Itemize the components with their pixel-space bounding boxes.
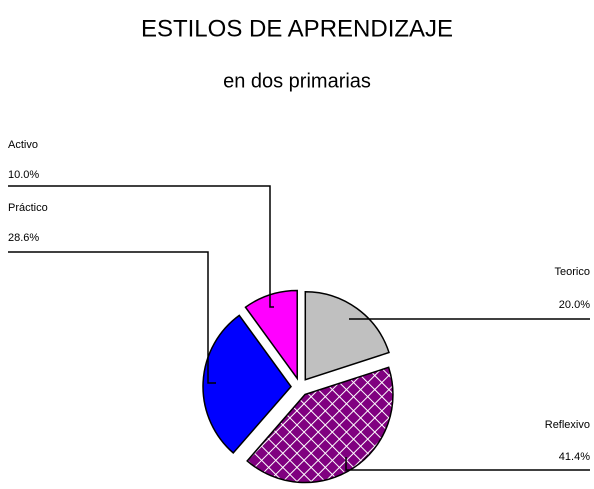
slice-label: Activo <box>8 139 38 151</box>
slice-label: Reflexivo <box>545 419 590 431</box>
pie-slice <box>246 366 394 484</box>
chart-title: ESTILOS DE APRENDIZAJE <box>141 15 453 42</box>
chart-subtitle: en dos primarias <box>223 70 371 92</box>
leader-line <box>8 251 216 384</box>
slice-label: Teorico <box>555 266 590 278</box>
slice-value-label: 10.0% <box>8 169 39 181</box>
leader-line <box>345 457 590 471</box>
pie-slice <box>304 290 390 381</box>
slice-value-label: 28.6% <box>8 232 39 244</box>
slice-value-label: 20.0% <box>559 299 590 311</box>
pie-slice <box>202 314 292 455</box>
slice-value-label: 41.4% <box>559 451 590 463</box>
leader-line <box>8 185 274 308</box>
slice-label: Práctico <box>8 202 48 214</box>
